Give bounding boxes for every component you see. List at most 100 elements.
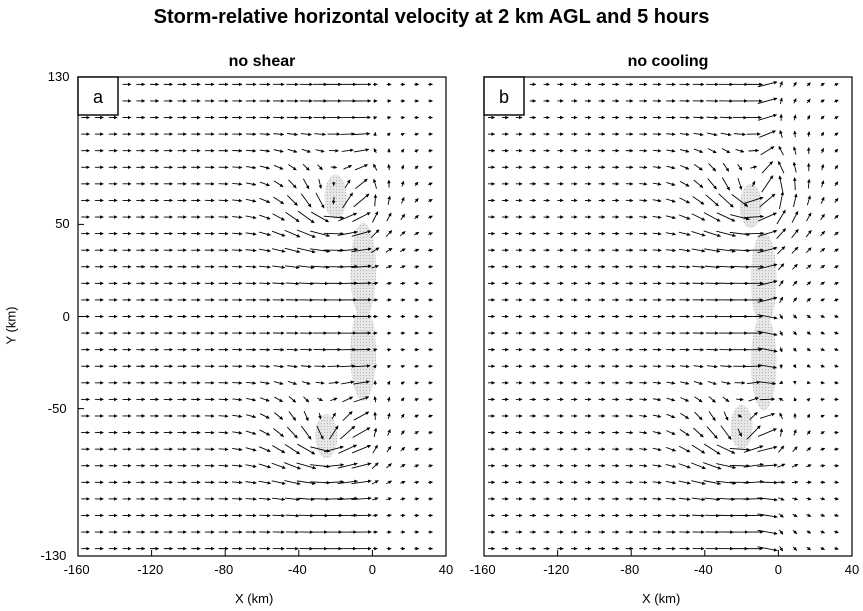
wind-vector [721,148,731,154]
wind-vector [352,131,371,136]
wind-vector [707,380,717,385]
wind-vector [691,480,706,485]
wind-vector [745,364,762,368]
wind-vector [414,281,420,286]
wind-vector [716,463,737,469]
wind-vector [833,248,839,253]
wind-vector [371,462,379,470]
wind-vector [330,165,338,170]
wind-vector [743,496,764,501]
wind-vector [791,229,799,239]
wind-vector [666,165,676,170]
wind-vector [806,347,811,352]
wind-vector [372,364,377,369]
wind-vector [387,429,391,436]
wind-vector [693,148,704,153]
wind-vector [284,247,301,254]
wind-vector [834,298,839,302]
wind-vector [284,443,301,455]
wind-vector [708,396,716,403]
wind-vector [665,497,677,501]
wind-vector [428,198,433,203]
wind-vector [351,496,372,501]
wind-vector [652,464,662,468]
wind-vector [792,314,798,319]
wind-vector [666,182,676,186]
wind-vector [296,462,317,470]
wind-vector [679,115,690,120]
wind-vector [666,198,676,203]
wind-vector [297,265,315,270]
wind-vector [777,445,785,453]
wind-vector [287,380,298,385]
wind-vector [834,347,839,352]
wind-vector [309,248,331,253]
wind-vector [665,463,677,468]
wind-vector [706,115,719,120]
wind-vector [246,165,257,170]
wind-vector [639,397,648,402]
wind-vector [340,364,356,368]
wind-vector [245,480,257,485]
wind-vector [666,413,676,419]
wind-vector [352,212,371,222]
wind-vector [288,411,297,421]
wind-vector [373,427,378,438]
wind-vector [246,149,257,153]
wind-vector [820,264,826,269]
wind-vector [834,164,839,170]
wind-vector [777,160,785,174]
wind-vector [386,380,391,385]
wind-vector [792,530,798,535]
wind-vector [757,529,778,536]
wind-vector [719,115,733,120]
wind-vector [427,232,433,236]
wind-vector [777,463,786,468]
wind-vector [748,148,760,153]
wind-vector [274,396,284,403]
wind-vector [820,115,825,120]
wind-vector [258,231,271,237]
wind-vector [820,247,826,253]
wind-vector [792,177,797,191]
wind-vector [338,444,357,454]
wind-vector [400,480,406,485]
wind-vector [778,263,785,271]
wind-vector [351,247,372,253]
wind-vector [757,330,778,337]
wind-vector [428,431,433,435]
wind-vector [287,364,298,369]
wind-vector [679,364,690,369]
panel-b: b [483,76,853,557]
wind-vector [704,248,721,253]
wind-vector [245,182,257,186]
wind-vector [400,430,405,435]
wind-vector [414,132,419,137]
wind-vector [232,165,243,170]
wind-vector [806,297,811,302]
wind-vector [428,215,433,220]
wind-vector [793,146,797,155]
wind-vector [834,197,839,203]
wind-vector [259,214,271,220]
wind-vector [691,497,706,502]
wind-vector [373,116,378,120]
wind-vector [386,497,392,501]
wind-vector [273,149,284,153]
wind-vector [386,116,392,120]
wind-vector [703,480,722,486]
wind-vector [820,347,825,351]
wind-vector [703,462,722,470]
wind-vector [792,497,799,501]
wind-vector [834,148,839,153]
wind-vector [704,497,721,502]
wind-vector [259,265,271,269]
wind-vector [414,248,420,253]
wind-vector [400,446,406,452]
wind-vector [245,447,257,452]
wind-vector [757,296,778,303]
shaded-region [350,305,377,402]
wind-vector [329,425,339,440]
wind-vector [323,480,345,484]
wind-vector [428,149,433,153]
